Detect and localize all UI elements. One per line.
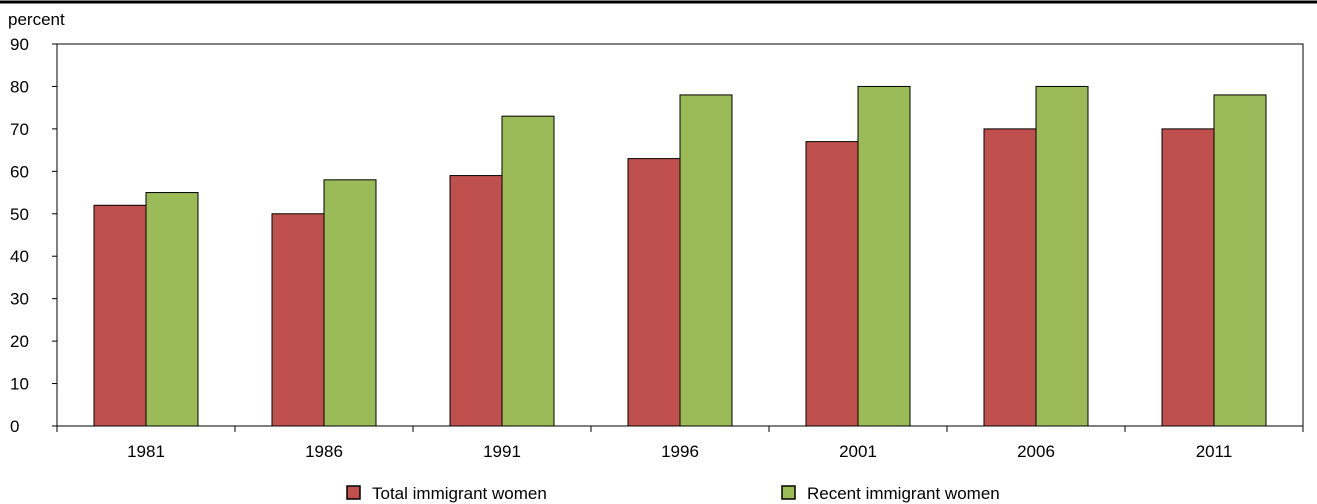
y-axis-label: percent (8, 10, 65, 29)
x-axis-ticks: 1981 1986 1991 1996 2001 2006 2011 (56, 426, 1304, 461)
y-tick-label: 80 (10, 77, 29, 96)
bar-total-1991 (449, 175, 503, 427)
x-tick-label: 2006 (1017, 442, 1055, 461)
bar-recent-1991 (501, 115, 555, 427)
bar-total-2006 (983, 128, 1037, 427)
y-tick-label: 0 (10, 417, 19, 436)
y-tick-label: 90 (10, 35, 29, 54)
bar-total-1986 (271, 213, 325, 427)
y-tick-label: 50 (10, 205, 29, 224)
bar-recent-1981 (145, 192, 199, 427)
x-tick-label: 1981 (127, 442, 165, 461)
bar-total-2001 (805, 141, 859, 427)
bar-total-2011 (1161, 128, 1215, 427)
y-tick-label: 70 (10, 120, 29, 139)
y-tick-label: 30 (10, 290, 29, 309)
bar-recent-1986 (323, 179, 377, 427)
bar-total-1981 (93, 204, 147, 427)
x-tick-label: 1991 (483, 442, 521, 461)
x-tick-label: 2011 (1196, 442, 1233, 461)
x-tick-label: 1986 (305, 442, 343, 461)
y-tick-label: 60 (10, 162, 29, 181)
bar-recent-2011 (1213, 94, 1267, 427)
y-tick-label: 10 (10, 375, 29, 394)
bars (93, 85, 1267, 427)
legend-label-total: Total immigrant women (372, 484, 547, 503)
bar-recent-2006 (1035, 85, 1089, 427)
legend-label-recent: Recent immigrant women (807, 484, 1000, 503)
legend-swatch-recent (781, 485, 796, 500)
bar-recent-2001 (857, 85, 911, 427)
y-axis-ticks: 0 10 20 30 40 50 60 70 80 90 (10, 35, 57, 436)
x-tick-label: 1996 (661, 442, 699, 461)
legend-swatch-total (346, 485, 361, 500)
bar-total-1996 (627, 158, 681, 427)
bar-recent-1996 (679, 94, 733, 427)
plot-frame (56, 43, 1304, 427)
y-tick-label: 20 (10, 332, 29, 351)
x-tick-label: 2001 (839, 442, 877, 461)
y-tick-label: 40 (10, 247, 29, 266)
legend: Total immigrant women Recent immigrant wo… (346, 484, 1000, 503)
